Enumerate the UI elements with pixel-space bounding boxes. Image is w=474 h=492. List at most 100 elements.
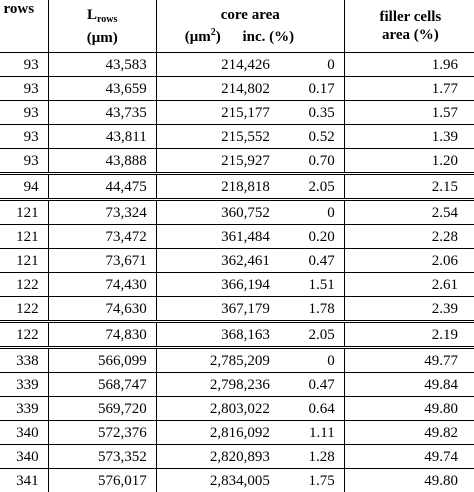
cell-filler-area: 1.20 [344,149,474,174]
cell-inc: 0.47 [270,373,344,397]
cell-l-rows: 572,376 [48,421,156,445]
cell-l-rows: 43,659 [48,77,156,101]
cell-filler-area: 1.77 [344,77,474,101]
cell-l-rows: 569,720 [48,397,156,421]
cell-inc: 1.78 [270,297,344,322]
cell-inc: 0.47 [270,249,344,273]
cell-inc: 0.52 [270,125,344,149]
cell-core-area: 215,552 [156,125,270,149]
cell-inc: 2.05 [270,322,344,348]
cell-core-area: 2,834,005 [156,469,270,492]
cell-inc: 1.51 [270,273,344,297]
cell-core-area: 214,426 [156,53,270,77]
cell-inc: 0 [270,348,344,373]
cell-core-area: 214,802 [156,77,270,101]
cell-rows: 93 [0,125,48,149]
cell-l-rows: 43,888 [48,149,156,174]
cell-rows: 339 [0,373,48,397]
cell-core-area: 366,194 [156,273,270,297]
cell-filler-area: 2.15 [344,174,474,200]
header-l-rows-main: L [87,7,97,23]
cell-inc: 0 [270,200,344,225]
header-l-rows-symbol: Lrows [49,6,156,29]
cell-filler-area: 2.19 [344,322,474,348]
cell-core-area: 367,179 [156,297,270,322]
cell-l-rows: 573,352 [48,445,156,469]
cell-l-rows: 568,747 [48,373,156,397]
cell-filler-area: 2.28 [344,225,474,249]
cell-rows: 93 [0,53,48,77]
cell-core-area: 362,461 [156,249,270,273]
cell-rows: 340 [0,445,48,469]
cell-rows: 340 [0,421,48,445]
cell-rows: 122 [0,297,48,322]
header-area-unit-close: ) [216,29,221,45]
cell-core-area: 2,816,092 [156,421,270,445]
results-table-crop: rows Lrows (μm) core area (μm2) inc. (%)… [0,0,474,474]
cell-l-rows: 43,583 [48,53,156,77]
cell-filler-area: 2.39 [344,297,474,322]
cell-filler-area: 49.74 [344,445,474,469]
cell-l-rows: 566,099 [48,348,156,373]
cell-l-rows: 74,630 [48,297,156,322]
cell-filler-area: 1.57 [344,101,474,125]
cell-inc: 0.17 [270,77,344,101]
cell-l-rows: 576,017 [48,469,156,492]
cell-inc: 0.20 [270,225,344,249]
cell-l-rows: 43,811 [48,125,156,149]
header-rows: rows [0,0,48,53]
header-filler-line1: filler cells [345,8,474,26]
header-area-unit-open: (μm [185,29,211,45]
cell-l-rows: 74,430 [48,273,156,297]
cell-filler-area: 2.61 [344,273,474,297]
cell-inc: 0 [270,53,344,77]
cell-rows: 121 [0,200,48,225]
cell-core-area: 2,803,022 [156,397,270,421]
cell-l-rows: 73,671 [48,249,156,273]
header-core-area: core area (μm2) inc. (%) [156,0,344,53]
cell-core-area: 2,798,236 [156,373,270,397]
header-l-rows-sub: rows [97,14,117,25]
cell-rows: 94 [0,174,48,200]
cell-filler-area: 1.96 [344,53,474,77]
header-core-area-units: (μm2) inc. (%) [157,24,344,46]
cell-l-rows: 44,475 [48,174,156,200]
cell-core-area: 368,163 [156,322,270,348]
cell-filler-area: 49.80 [344,397,474,421]
header-filler-cells: filler cells area (%) [344,0,474,53]
cell-filler-area: 49.82 [344,421,474,445]
cell-l-rows: 73,472 [48,225,156,249]
header-core-area-label: core area [157,6,344,24]
cell-core-area: 2,785,209 [156,348,270,373]
cell-rows: 122 [0,322,48,348]
cell-rows: 339 [0,397,48,421]
cell-inc: 1.75 [270,469,344,492]
cell-inc: 2.05 [270,174,344,200]
header-l-rows-unit: (μm) [49,29,156,47]
cell-filler-area: 1.39 [344,125,474,149]
cell-core-area: 2,820,893 [156,445,270,469]
cell-rows: 93 [0,101,48,125]
cell-core-area: 361,484 [156,225,270,249]
cell-core-area: 215,177 [156,101,270,125]
cell-rows: 122 [0,273,48,297]
cell-inc: 0.70 [270,149,344,174]
header-l-rows: Lrows (μm) [48,0,156,53]
cell-core-area: 360,752 [156,200,270,225]
header-filler-line2: area (%) [345,26,474,44]
cell-inc: 0.64 [270,397,344,421]
cell-rows: 338 [0,348,48,373]
